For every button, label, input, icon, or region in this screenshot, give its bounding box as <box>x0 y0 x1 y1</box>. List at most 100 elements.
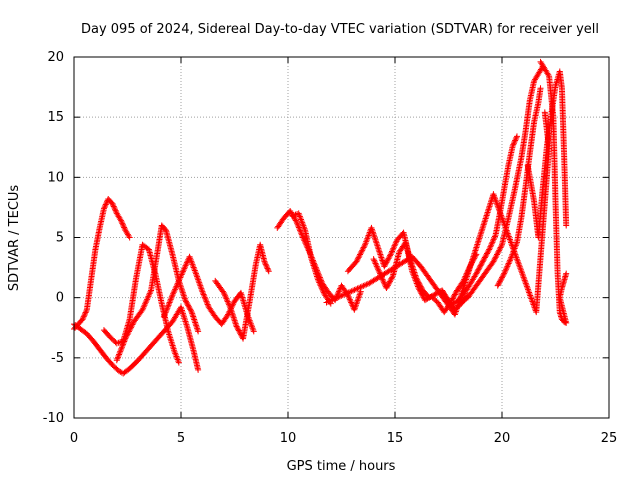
data-point <box>490 237 497 244</box>
data-point <box>339 292 346 299</box>
data-point <box>360 282 367 289</box>
data-point <box>499 273 506 280</box>
data-point <box>294 221 301 228</box>
data-point <box>115 352 122 359</box>
data-point <box>336 293 343 300</box>
data-point <box>496 245 503 252</box>
data-point <box>474 267 481 274</box>
data-point <box>389 247 396 254</box>
data-point <box>161 226 168 233</box>
data-point <box>118 219 125 226</box>
data-point <box>161 312 168 319</box>
data-point <box>387 251 394 258</box>
data-point <box>185 303 192 310</box>
data-point <box>120 339 127 346</box>
data-point <box>392 239 399 246</box>
data-point <box>180 267 187 274</box>
data-point <box>324 298 331 305</box>
data-point <box>140 303 147 310</box>
data-point <box>220 289 227 296</box>
data-point <box>195 366 202 373</box>
data-point <box>261 258 268 265</box>
data-point <box>124 331 131 338</box>
data-point <box>168 293 175 300</box>
data-point <box>141 302 148 309</box>
data-point <box>318 285 325 292</box>
data-point <box>165 302 172 309</box>
data-point <box>184 301 191 308</box>
data-point <box>162 309 169 316</box>
data-point <box>179 270 186 277</box>
data-point <box>512 137 519 144</box>
data-point <box>226 302 233 309</box>
y-tick-label: 5 <box>56 231 64 246</box>
data-point <box>513 134 520 141</box>
data-point <box>491 233 498 240</box>
data-point <box>293 218 300 225</box>
data-point <box>177 274 184 281</box>
data-point <box>371 257 378 264</box>
data-point <box>296 225 303 232</box>
data-point <box>391 242 398 249</box>
data-point <box>451 291 458 298</box>
data-point <box>162 311 169 318</box>
data-point <box>480 257 487 264</box>
data-point <box>125 233 132 240</box>
data-point <box>166 299 173 306</box>
data-point <box>79 316 86 323</box>
data-point <box>474 269 481 276</box>
data-point <box>174 280 181 287</box>
data-point <box>164 303 171 310</box>
y-tick-label: 15 <box>47 110 64 125</box>
data-point <box>201 292 208 299</box>
data-point <box>127 325 134 332</box>
data-point <box>146 290 153 297</box>
data-point <box>498 243 505 250</box>
data-point <box>139 306 146 313</box>
data-point <box>486 246 493 253</box>
data-point <box>482 253 489 260</box>
data-point <box>392 241 399 248</box>
data-point <box>483 251 490 258</box>
data-points <box>71 58 570 377</box>
data-point <box>476 265 483 272</box>
data-point <box>144 294 151 301</box>
data-point <box>102 202 109 209</box>
data-point <box>481 254 488 261</box>
data-point <box>221 291 228 298</box>
data-point <box>121 224 128 231</box>
data-point <box>383 259 390 266</box>
data-point <box>120 223 127 230</box>
data-point <box>361 243 368 250</box>
data-point <box>380 277 387 284</box>
data-point <box>250 328 257 335</box>
data-point <box>121 225 128 232</box>
data-point <box>421 297 428 304</box>
data-point <box>172 286 179 293</box>
data-point <box>341 291 348 298</box>
data-point <box>103 200 110 207</box>
data-point <box>355 254 362 261</box>
data-point <box>385 281 392 288</box>
data-point <box>204 301 211 308</box>
data-point <box>384 282 391 289</box>
data-point <box>176 275 183 282</box>
data-point <box>160 313 167 320</box>
data-point <box>357 284 364 291</box>
data-point <box>112 207 119 214</box>
data-point <box>199 290 206 297</box>
data-point <box>500 271 507 278</box>
data-point <box>265 268 272 275</box>
data-point <box>126 327 133 334</box>
data-point <box>119 220 126 227</box>
data-point <box>376 269 383 276</box>
data-point <box>504 263 511 270</box>
data-point <box>225 301 232 308</box>
data-point <box>491 234 498 241</box>
data-point <box>265 266 272 273</box>
data-point <box>511 138 518 145</box>
data-point <box>317 282 324 289</box>
data-point <box>182 262 189 269</box>
data-point <box>167 298 174 305</box>
